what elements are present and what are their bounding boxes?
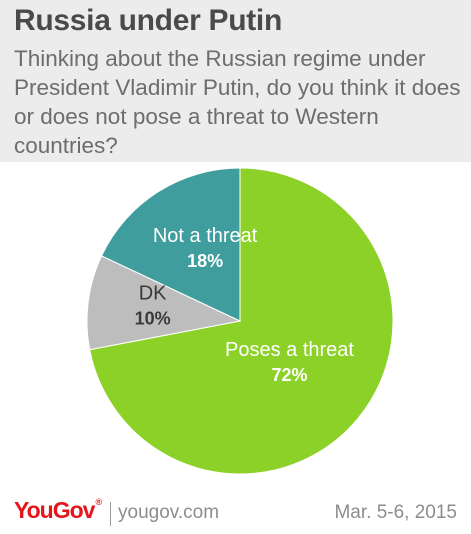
pie-chart: Poses a threat 72% DK 10% Not a threat 18% <box>86 167 394 475</box>
footer-url: yougov.com <box>118 502 220 523</box>
chart-subtitle: Thinking about the Russian regime under … <box>14 46 461 158</box>
pie-slice-poses-a-threat <box>89 167 394 475</box>
pie-slice-not-a-threat <box>100 167 241 322</box>
slice-label: Not a threat <box>153 225 258 247</box>
slice-label: Poses a threat <box>225 339 354 361</box>
pie-slice-dk <box>86 255 242 351</box>
yougov-logo: YouGov® <box>14 497 102 524</box>
slice-value-label: 10% <box>135 309 171 329</box>
slice-value-label: 18% <box>187 251 223 271</box>
slice-value-label: 72% <box>271 365 307 385</box>
footer-divider <box>110 502 111 526</box>
logo-mark: ® <box>95 497 103 507</box>
footer-date: Mar. 5-6, 2015 <box>334 502 457 523</box>
chart-title: Russia under Putin <box>14 4 282 37</box>
slice-label: DK <box>139 283 167 305</box>
header-banner: Russia under Putin Thinking about the Ru… <box>0 0 471 162</box>
logo-text: YouGov <box>14 497 95 523</box>
